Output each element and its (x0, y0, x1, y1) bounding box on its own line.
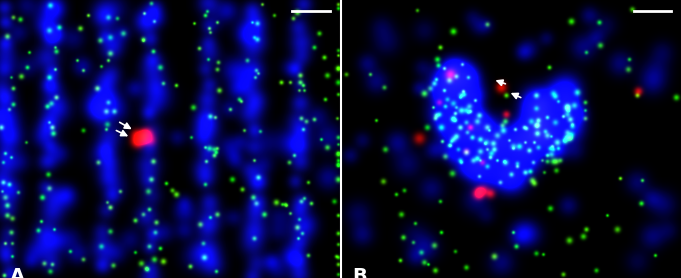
Text: A: A (10, 267, 25, 278)
Text: B: B (352, 267, 367, 278)
